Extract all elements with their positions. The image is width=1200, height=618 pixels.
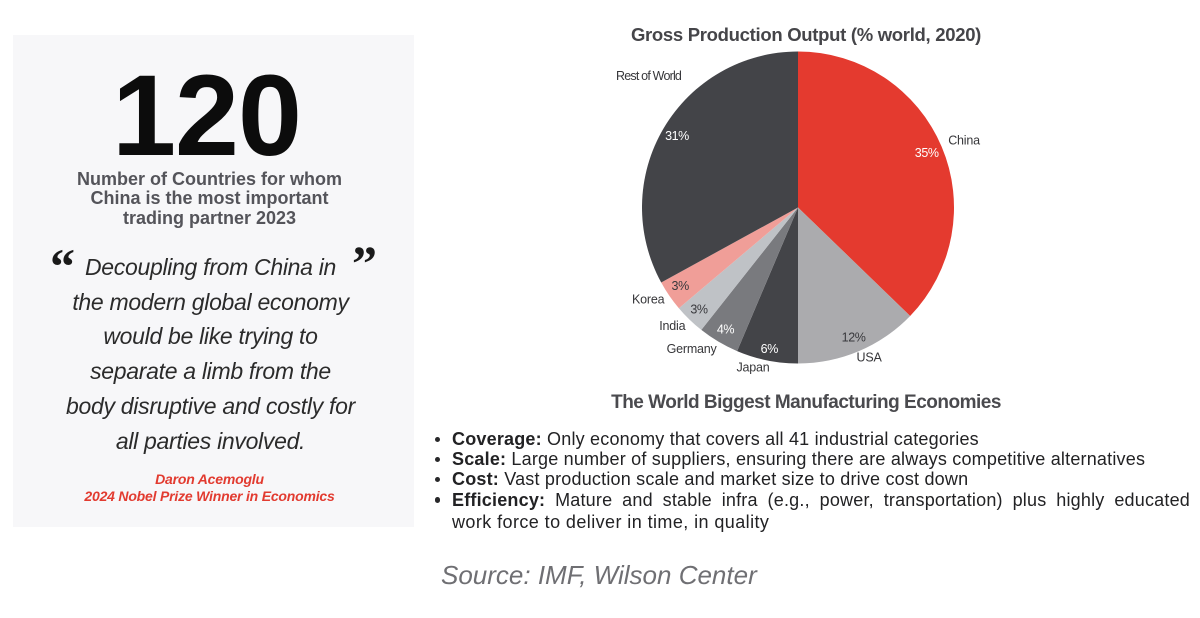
svg-text:Rest of World: Rest of World bbox=[616, 69, 682, 83]
svg-text:31%: 31% bbox=[665, 129, 689, 143]
svg-text:3%: 3% bbox=[672, 279, 690, 293]
svg-text:Japan: Japan bbox=[736, 361, 769, 375]
svg-text:China: China bbox=[948, 133, 980, 147]
svg-text:6%: 6% bbox=[761, 342, 779, 356]
svg-text:USA: USA bbox=[857, 351, 883, 365]
svg-text:3%: 3% bbox=[690, 302, 708, 316]
svg-text:12%: 12% bbox=[842, 331, 866, 345]
svg-text:Korea: Korea bbox=[632, 292, 665, 306]
svg-text:4%: 4% bbox=[717, 323, 735, 337]
svg-text:India: India bbox=[659, 319, 685, 333]
svg-text:35%: 35% bbox=[915, 146, 939, 160]
svg-text:Germany: Germany bbox=[667, 342, 718, 356]
